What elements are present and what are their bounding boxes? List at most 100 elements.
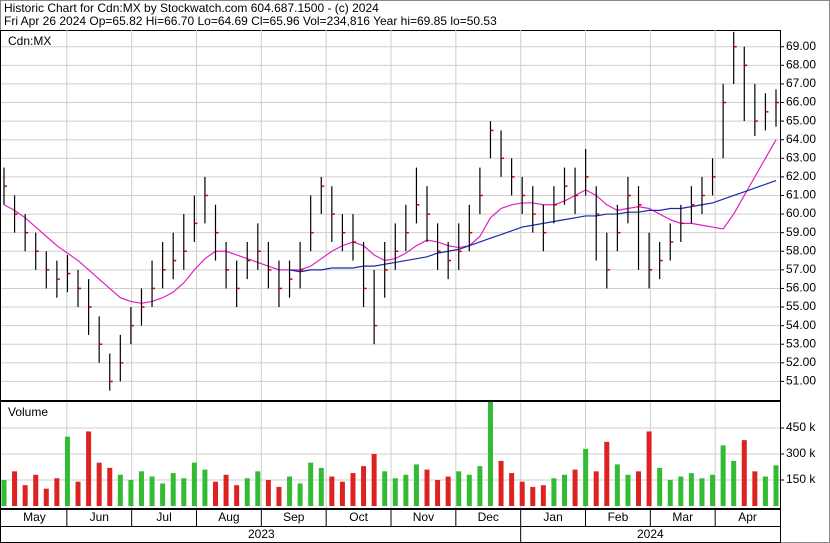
symbol-label: Cdn:MX	[8, 34, 51, 48]
volume-bar	[64, 436, 70, 506]
y-tick-label: 56.00	[786, 281, 816, 295]
volume-bar	[657, 467, 663, 506]
volume-bar	[86, 431, 92, 506]
volume-bar	[614, 464, 620, 506]
volume-bar	[371, 454, 377, 506]
month-label: Jul	[156, 510, 171, 524]
volume-bar	[308, 462, 314, 506]
volume-bar	[96, 462, 102, 506]
volume-bar	[593, 471, 599, 506]
volume-bar	[234, 485, 240, 506]
volume-bar	[107, 467, 113, 506]
month-label: Apr	[738, 510, 757, 524]
volume-bar	[731, 460, 737, 506]
volume-bar	[540, 485, 546, 506]
volume-tick-label: 450 k	[786, 420, 816, 434]
volume-bar	[160, 483, 166, 506]
volume-bar	[509, 473, 515, 506]
volume-bar	[223, 474, 229, 506]
volume-label: Volume	[8, 405, 48, 419]
y-tick-label: 63.00	[786, 150, 816, 164]
y-tick-label: 61.00	[786, 188, 816, 202]
volume-bar	[667, 480, 673, 506]
y-tick-label: 51.00	[786, 374, 816, 388]
volume-bar	[318, 467, 324, 506]
moving-average	[3, 139, 777, 304]
volume-tick-label: 300 k	[786, 446, 816, 460]
volume-bar	[636, 471, 642, 506]
y-tick-label: 67.00	[786, 76, 816, 90]
y-tick-label: 53.00	[786, 336, 816, 350]
y-tick-label: 58.00	[786, 243, 816, 257]
y-tick-label: 66.00	[786, 95, 816, 109]
y-tick-label: 62.00	[786, 169, 816, 183]
y-tick-label: 52.00	[786, 355, 816, 369]
volume-bar	[625, 474, 631, 506]
volume-bar	[43, 488, 49, 506]
volume-panel	[0, 401, 781, 509]
y-tick-label: 69.00	[786, 39, 816, 53]
year-label: 2023	[248, 527, 275, 541]
month-label: Aug	[218, 510, 239, 524]
volume-bar	[33, 474, 39, 506]
volume-bar	[202, 469, 208, 506]
month-label: Sep	[283, 510, 305, 524]
volume-bar	[75, 481, 81, 506]
month-label: Jun	[90, 510, 109, 524]
volume-bar	[456, 471, 462, 506]
month-label: Nov	[413, 510, 434, 524]
volume-bar	[213, 481, 219, 506]
volume-bar	[329, 476, 335, 506]
chart-subtitle: Fri Apr 26 2024 Op=65.82 Hi=66.70 Lo=64.…	[4, 14, 497, 28]
volume-bar	[265, 480, 271, 506]
volume-bar	[382, 471, 388, 506]
volume-bar	[12, 471, 18, 506]
volume-bar	[466, 474, 472, 506]
volume-bar	[572, 469, 578, 506]
volume-bar	[297, 483, 303, 506]
volume-bar	[149, 476, 155, 506]
volume-bar	[54, 478, 60, 506]
volume-bar	[604, 441, 610, 506]
month-label: Oct	[349, 510, 368, 524]
volume-tick-label: 150 k	[786, 472, 816, 486]
volume-bar	[551, 478, 557, 506]
volume-bar	[413, 464, 419, 506]
month-label: Jan	[543, 510, 562, 524]
volume-bar	[339, 481, 345, 506]
volume-bar	[688, 473, 694, 506]
volume-bar	[244, 478, 250, 506]
chart-title: Historic Chart for Cdn:MX by Stockwatch.…	[4, 1, 379, 15]
volume-bar	[350, 473, 356, 506]
volume-bar	[710, 474, 716, 506]
volume-bar	[741, 440, 747, 506]
volume-bar	[678, 476, 684, 506]
y-tick-label: 59.00	[786, 225, 816, 239]
volume-bar	[361, 466, 367, 506]
volume-bar	[477, 466, 483, 506]
volume-bar	[1, 480, 7, 506]
volume-bar	[519, 481, 525, 506]
volume-bar	[403, 474, 409, 506]
y-tick-label: 64.00	[786, 132, 816, 146]
volume-bar	[445, 476, 451, 506]
month-label: May	[23, 510, 46, 524]
month-label: Mar	[672, 510, 693, 524]
volume-bar	[138, 471, 144, 506]
volume-bar	[276, 486, 282, 506]
volume-bar	[530, 486, 536, 506]
volume-bar	[720, 445, 726, 506]
y-tick-label: 65.00	[786, 113, 816, 127]
volume-bar	[392, 478, 398, 506]
volume-bar	[170, 473, 176, 506]
volume-bar	[583, 448, 589, 506]
volume-bar	[255, 471, 261, 506]
volume-bar	[435, 480, 441, 506]
y-tick-label: 68.00	[786, 57, 816, 71]
volume-bar	[752, 471, 758, 506]
volume-bar	[762, 476, 768, 506]
y-tick-label: 54.00	[786, 318, 816, 332]
year-label: 2024	[637, 527, 664, 541]
